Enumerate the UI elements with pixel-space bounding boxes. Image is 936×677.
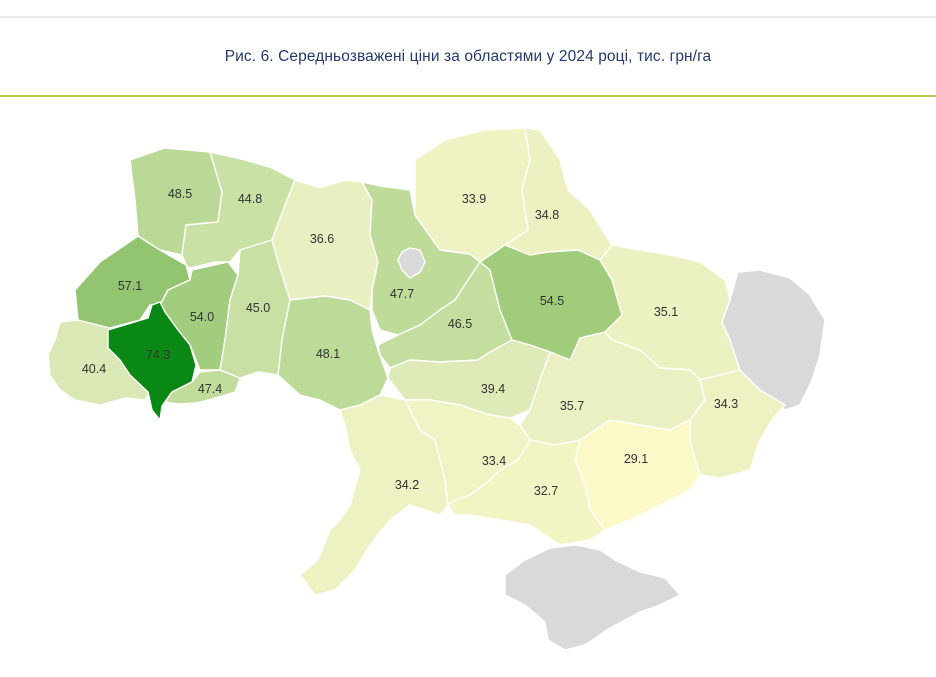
- label-zakarpattia: 40.4: [82, 362, 106, 376]
- label-lviv: 57.1: [118, 279, 142, 293]
- region-luhansk[interactable]: [721, 269, 826, 411]
- label-kherson: 32.7: [534, 484, 558, 498]
- label-zaporizhzhia: 29.1: [624, 452, 648, 466]
- label-rivne: 44.8: [238, 192, 262, 206]
- label-chernihiv: 33.9: [462, 192, 486, 206]
- region-kherson[interactable]: [447, 439, 606, 546]
- caption-box: Рис. 6. Середньозважені ціни за областям…: [0, 18, 936, 95]
- label-vinnytsia: 48.1: [316, 347, 340, 361]
- label-zhytomyr: 36.6: [310, 232, 334, 246]
- region-zaporizhzhia[interactable]: [574, 419, 701, 531]
- map-container: 48.5 44.8 36.6 47.7 33.9 34.8 57.1 54.0 …: [0, 97, 936, 677]
- label-donetsk: 34.3: [714, 397, 738, 411]
- label-ivano-frankivsk: 74.3: [146, 348, 170, 362]
- top-divider: [0, 16, 936, 18]
- accent-divider: [0, 95, 936, 97]
- region-zhytomyr[interactable]: [271, 179, 379, 311]
- label-dnipropetrovsk: 35.7: [560, 399, 584, 413]
- label-chernivtsi: 47.4: [198, 382, 222, 396]
- label-mykolaiv: 33.4: [482, 454, 506, 468]
- figure-caption: Рис. 6. Середньозважені ціни за областям…: [224, 48, 712, 65]
- label-odesa: 34.2: [395, 478, 419, 492]
- label-volyn: 48.5: [168, 187, 192, 201]
- label-sumy: 34.8: [535, 208, 559, 222]
- label-poltava: 54.5: [540, 294, 564, 308]
- label-kirovohrad: 39.4: [481, 382, 505, 396]
- label-kyiv: 47.7: [390, 287, 414, 301]
- label-ternopil: 54.0: [190, 310, 214, 324]
- region-crimea[interactable]: [504, 544, 681, 651]
- ukraine-choropleth-map: 48.5 44.8 36.6 47.7 33.9 34.8 57.1 54.0 …: [47, 127, 826, 651]
- region-kyiv-city[interactable]: [397, 247, 426, 279]
- label-cherkasy: 46.5: [448, 317, 472, 331]
- label-khmelnytskyi: 45.0: [246, 301, 270, 315]
- region-rivne[interactable]: [181, 151, 296, 269]
- region-chernivtsi[interactable]: [164, 369, 241, 405]
- label-kharkiv: 35.1: [654, 305, 678, 319]
